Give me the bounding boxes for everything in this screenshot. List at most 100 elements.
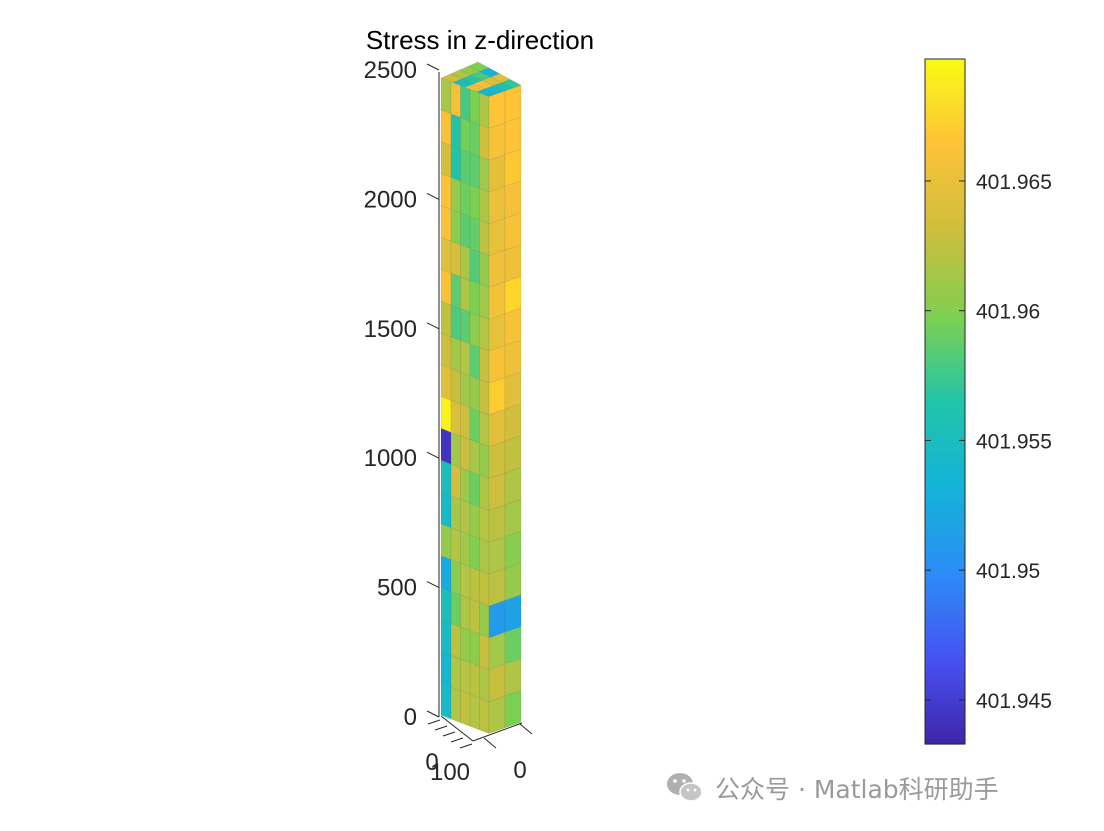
colorbar-swatch [925, 686, 965, 694]
colorbar-swatch [925, 595, 965, 602]
front-face-cell [479, 538, 490, 575]
colorbar-swatch [925, 692, 965, 699]
right-face-cell [488, 345, 506, 384]
front-face-cell [469, 152, 480, 189]
colorbar-swatch [925, 104, 965, 111]
front-face-cell [460, 308, 471, 345]
colorbar: 401.945 401.95 401.955 401.96 401.965 [924, 58, 1052, 745]
x-tick-label: 0 [425, 749, 438, 776]
left-face-cell [440, 459, 452, 497]
front-face-cell [479, 442, 490, 480]
colorbar-swatch [925, 98, 965, 106]
colorbar-swatch [925, 612, 965, 620]
front-face-cell [460, 339, 471, 377]
x-tick-mark [434, 725, 448, 731]
colorbar-swatch [925, 121, 965, 129]
front-face-cell [479, 570, 490, 607]
right-face-cell [488, 536, 506, 575]
y-tick-mark [519, 723, 533, 735]
colorbar-swatch [925, 561, 965, 568]
right-face-cell [488, 122, 506, 161]
colorbar-swatch [925, 275, 965, 283]
z-tick-label: 1500 [364, 316, 417, 343]
front-face-cell [469, 502, 480, 540]
colorbar-swatch [925, 607, 965, 614]
colorbar-swatch [925, 258, 965, 266]
front-face-cell [469, 343, 480, 380]
right-face-cell [488, 440, 506, 480]
colorbar-swatch [925, 544, 965, 551]
column-right-face [488, 84, 522, 734]
front-face-cell [469, 407, 480, 444]
colorbar-swatch [925, 201, 965, 209]
colorbar-swatch [925, 669, 965, 677]
right-face-cell [488, 377, 506, 416]
colorbar-tick-label: 401.965 [976, 171, 1052, 194]
front-face-cell [469, 566, 480, 603]
front-face-cell [479, 92, 490, 129]
left-face-cell [440, 173, 452, 210]
colorbar-swatch [925, 247, 965, 254]
z-tick-label: 2500 [364, 57, 417, 84]
colorbar-swatch [925, 675, 965, 682]
front-face-cell [479, 315, 490, 352]
front-face-cell [450, 272, 461, 309]
front-face-cell [469, 216, 480, 253]
colorbar-swatch [925, 344, 965, 351]
colorbar-swatch [925, 418, 965, 425]
z-tick-label: 1000 [364, 445, 417, 472]
colorbar-swatch [925, 527, 965, 534]
front-face-cell [460, 212, 471, 249]
front-face-cell [460, 467, 471, 504]
colorbar-swatch [925, 253, 965, 260]
colorbar-swatch [925, 116, 965, 123]
colorbar-swatch [925, 652, 965, 659]
right-face-cell [504, 435, 522, 474]
colorbar-swatch [925, 715, 965, 722]
column-front-face [450, 81, 490, 734]
colorbar-swatch [925, 355, 965, 363]
front-face-cell [469, 534, 480, 572]
right-face-cell [488, 408, 506, 448]
z-tick-label: 2000 [364, 186, 417, 213]
colorbar-swatch [925, 264, 965, 271]
colorbar-swatch [925, 184, 965, 191]
z-tick-mark [426, 581, 440, 589]
right-face-cell [504, 626, 522, 665]
front-face-cell [479, 251, 490, 288]
colorbar-swatch [925, 738, 965, 745]
left-face-cell [440, 300, 452, 338]
front-face-cell [469, 439, 480, 476]
x-tick-mark [450, 737, 464, 743]
left-face-cell [440, 332, 452, 370]
front-face-cell [450, 81, 461, 118]
right-face-cell [504, 84, 522, 124]
right-face-cell [504, 498, 522, 538]
right-face-cell [488, 568, 506, 607]
colorbar-swatch [925, 624, 965, 631]
front-face-cell [469, 375, 480, 412]
front-face-cell [460, 499, 471, 536]
front-face-cell [450, 654, 461, 692]
front-face-cell [469, 630, 480, 667]
x-tick-mark [459, 743, 473, 749]
front-face-cell [460, 594, 471, 632]
colorbar-swatch [925, 584, 965, 591]
colorbar-swatch [925, 498, 965, 505]
colorbar-swatch [925, 401, 965, 408]
colorbar-swatch [925, 481, 965, 488]
colorbar-swatch [925, 298, 965, 306]
right-face-cell [504, 658, 522, 697]
colorbar-swatch [925, 538, 965, 545]
colorbar-swatch [925, 555, 965, 562]
colorbar-swatch [925, 601, 965, 608]
z-tick-mark [426, 63, 440, 71]
front-face-cell [469, 598, 480, 635]
colorbar-swatch [925, 407, 965, 414]
z-tick-mark [426, 710, 440, 718]
colorbar-swatch [925, 430, 965, 437]
colorbar-swatch [925, 732, 965, 739]
colorbar-swatch [925, 150, 965, 157]
front-face-cell [479, 187, 490, 225]
right-face-cell [488, 472, 506, 511]
